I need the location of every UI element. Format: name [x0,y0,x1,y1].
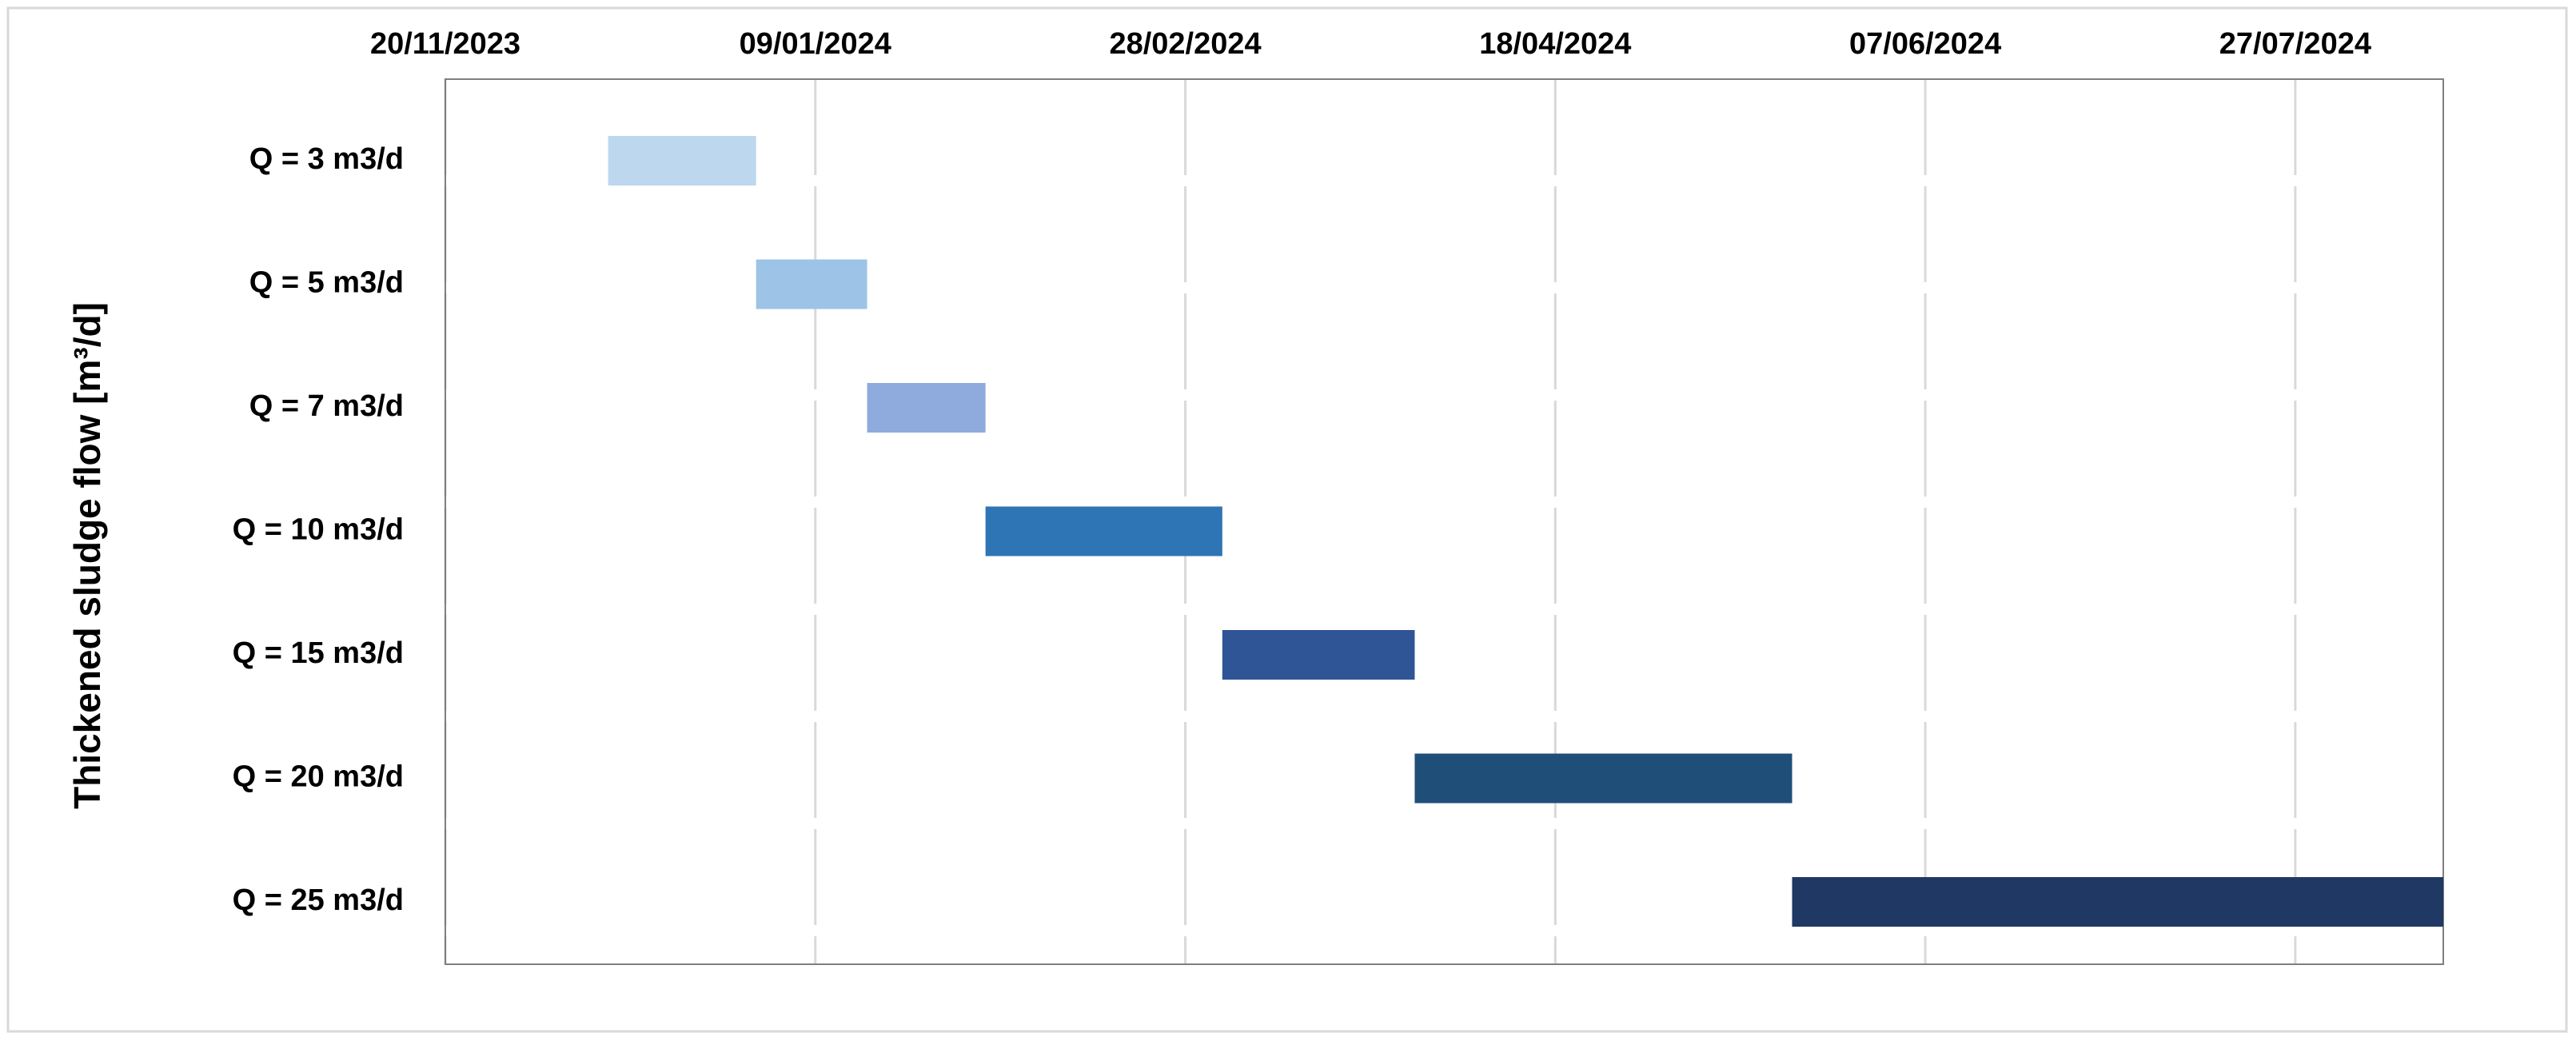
x-tick-label: 07/06/2024 [1849,27,2001,61]
bar [867,383,986,433]
y-tick-label: Q = 20 m3/d [233,760,404,794]
y-tick-label: Q = 10 m3/d [233,513,404,547]
chart-frame [6,6,2568,1033]
y-tick-label: Q = 5 m3/d [249,266,404,300]
x-tick-label: 18/04/2024 [1479,27,1631,61]
x-tick-label: 09/01/2024 [740,27,891,61]
y-tick-label: Q = 7 m3/d [249,389,404,423]
y-tick-label: Q = 3 m3/d [249,142,404,176]
bar [1414,753,1792,804]
y-tick-label: Q = 25 m3/d [233,883,404,917]
bar [1792,877,2443,927]
bar [756,259,867,309]
y-axis-label: Thickened sludge flow [m³/d] [66,302,108,809]
plot-border [445,78,2444,965]
x-tick-label: 20/11/2023 [370,27,520,61]
bar [1222,630,1415,680]
bar [985,506,1222,556]
bar [608,136,756,185]
x-tick-label: 28/02/2024 [1109,27,1261,61]
x-tick-label: 27/07/2024 [2219,27,2371,61]
y-tick-label: Q = 15 m3/d [233,636,404,670]
